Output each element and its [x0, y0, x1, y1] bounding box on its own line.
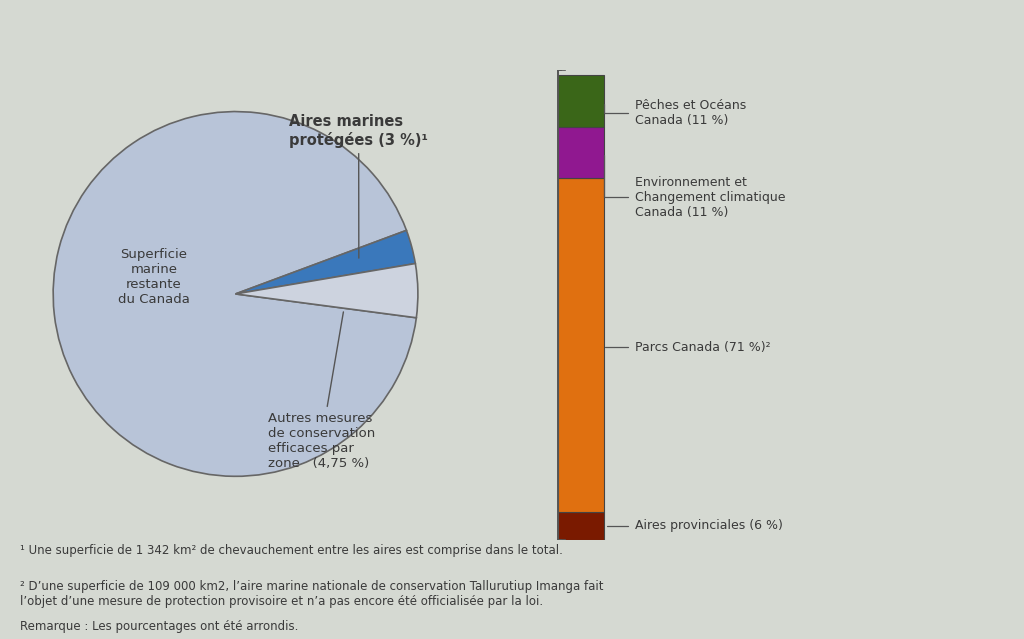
- Wedge shape: [236, 263, 418, 318]
- Text: ² D’une superficie de 109 000 km2, l’aire marine nationale de conservation Tallu: ² D’une superficie de 109 000 km2, l’air…: [20, 580, 604, 608]
- Text: ¹ Une superficie de 1 342 km² de chevauchement entre les aires est comprise dans: ¹ Une superficie de 1 342 km² de chevauc…: [20, 544, 563, 557]
- Text: Remarque : Les pourcentages ont été arrondis.: Remarque : Les pourcentages ont été arro…: [20, 620, 299, 633]
- Bar: [558, 512, 604, 540]
- Wedge shape: [53, 112, 417, 476]
- Text: Pêches et Océans
Canada (11 %): Pêches et Océans Canada (11 %): [635, 98, 746, 127]
- Text: Environnement et
Changement climatique
Canada (11 %): Environnement et Changement climatique C…: [635, 176, 785, 219]
- Bar: [558, 75, 604, 127]
- Wedge shape: [236, 231, 416, 294]
- Text: Aires provinciales (6 %): Aires provinciales (6 %): [635, 520, 783, 532]
- Text: Parcs Canada (71 %)²: Parcs Canada (71 %)²: [635, 341, 771, 354]
- Bar: [558, 127, 604, 178]
- Text: Superficie
marine
restante
du Canada: Superficie marine restante du Canada: [118, 248, 189, 306]
- Bar: [558, 178, 604, 512]
- Text: Autres mesures
de conservation
efficaces par
zone   (4,75 %): Autres mesures de conservation efficaces…: [267, 312, 375, 470]
- Text: Aires marines
protégées (3 %)¹: Aires marines protégées (3 %)¹: [289, 114, 428, 258]
